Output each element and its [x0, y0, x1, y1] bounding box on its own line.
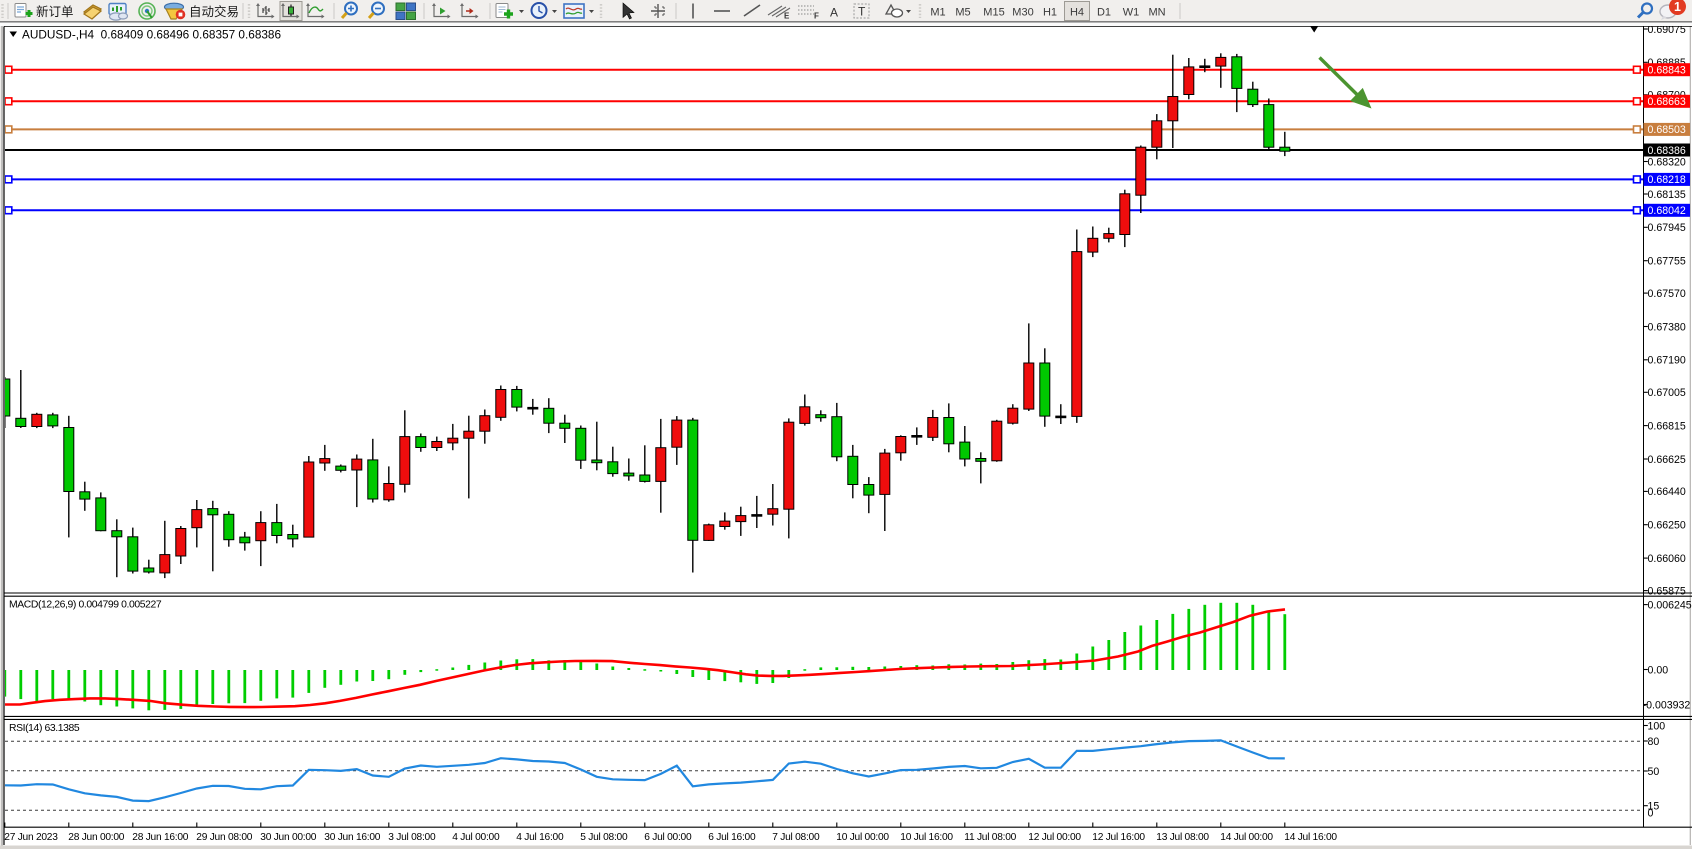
- svg-text:12 Jul 16:00: 12 Jul 16:00: [1092, 832, 1145, 843]
- svg-text:0.66815: 0.66815: [1648, 420, 1686, 432]
- svg-text:5 Jul 08:00: 5 Jul 08:00: [580, 832, 628, 843]
- svg-text:14 Jul 16:00: 14 Jul 16:00: [1284, 832, 1337, 843]
- svg-text:1: 1: [1674, 0, 1681, 14]
- svg-text:10 Jul 16:00: 10 Jul 16:00: [900, 832, 953, 843]
- svg-text:6 Jul 16:00: 6 Jul 16:00: [708, 832, 756, 843]
- svg-text:0.68218: 0.68218: [1648, 174, 1686, 186]
- svg-text:13 Jul 08:00: 13 Jul 08:00: [1156, 832, 1209, 843]
- svg-text:0.00: 0.00: [1648, 664, 1669, 676]
- svg-text:15: 15: [1648, 801, 1660, 813]
- svg-text:10 Jul 00:00: 10 Jul 00:00: [836, 832, 889, 843]
- svg-text:MACD(12,26,9) 0.004799 0.00522: MACD(12,26,9) 0.004799 0.005227: [9, 600, 162, 611]
- svg-text:4 Jul 00:00: 4 Jul 00:00: [452, 832, 500, 843]
- svg-text:0.66250: 0.66250: [1648, 520, 1686, 532]
- svg-text:H1: H1: [1043, 7, 1057, 19]
- svg-text:0.006245: 0.006245: [1648, 599, 1692, 611]
- svg-text:0.67570: 0.67570: [1648, 288, 1686, 300]
- svg-text:MN: MN: [1148, 7, 1165, 19]
- svg-text:0.69075: 0.69075: [1648, 24, 1686, 36]
- svg-text:RSI(14) 63.1385: RSI(14) 63.1385: [9, 723, 80, 734]
- svg-text:7 Jul 08:00: 7 Jul 08:00: [772, 832, 820, 843]
- svg-text:M1: M1: [930, 7, 945, 19]
- svg-text:12 Jul 00:00: 12 Jul 00:00: [1028, 832, 1081, 843]
- svg-text:AUDUSD-,H4 0.68409 0.68496 0.: AUDUSD-,H4 0.68409 0.68496 0.68357 0.683…: [22, 28, 281, 42]
- svg-text:30 Jun 16:00: 30 Jun 16:00: [324, 832, 380, 843]
- svg-text:0.66625: 0.66625: [1648, 454, 1686, 466]
- svg-text:4 Jul 16:00: 4 Jul 16:00: [516, 832, 564, 843]
- svg-text:0.68135: 0.68135: [1648, 189, 1686, 201]
- svg-text:0.68320: 0.68320: [1648, 156, 1686, 168]
- svg-text:0.68663: 0.68663: [1648, 96, 1686, 108]
- svg-text:0.65875: 0.65875: [1648, 585, 1686, 597]
- svg-text:0.68843: 0.68843: [1648, 65, 1686, 77]
- svg-text:F: F: [814, 12, 819, 21]
- svg-text:0.66060: 0.66060: [1648, 553, 1686, 565]
- svg-text:M5: M5: [955, 7, 970, 19]
- svg-text:50: 50: [1648, 766, 1660, 778]
- svg-text:3 Jul 08:00: 3 Jul 08:00: [388, 832, 436, 843]
- svg-text:14 Jul 00:00: 14 Jul 00:00: [1220, 832, 1273, 843]
- svg-text:0.67005: 0.67005: [1648, 387, 1686, 399]
- svg-text:11 Jul 08:00: 11 Jul 08:00: [964, 832, 1016, 843]
- svg-text:0.67190: 0.67190: [1648, 355, 1686, 367]
- svg-text:0.68503: 0.68503: [1648, 124, 1686, 136]
- svg-text:0.67755: 0.67755: [1648, 256, 1686, 268]
- svg-text:29 Jun 08:00: 29 Jun 08:00: [196, 832, 252, 843]
- svg-text:-0.003932: -0.003932: [1643, 699, 1691, 711]
- svg-text:27 Jun 2023: 27 Jun 2023: [4, 832, 58, 843]
- svg-text:6 Jul 00:00: 6 Jul 00:00: [644, 832, 692, 843]
- svg-text:0.68042: 0.68042: [1648, 205, 1686, 217]
- svg-text:M30: M30: [1012, 7, 1033, 19]
- svg-text:H4: H4: [1070, 7, 1084, 19]
- svg-text:30 Jun 00:00: 30 Jun 00:00: [260, 832, 316, 843]
- svg-text:28 Jun 00:00: 28 Jun 00:00: [68, 832, 124, 843]
- svg-text:100: 100: [1648, 720, 1666, 732]
- svg-text:E: E: [784, 12, 790, 21]
- svg-text:0.67380: 0.67380: [1648, 321, 1686, 333]
- svg-text:0.66440: 0.66440: [1648, 486, 1686, 498]
- svg-text:T: T: [858, 5, 866, 19]
- svg-text:0.68386: 0.68386: [1648, 145, 1686, 157]
- svg-text:W1: W1: [1123, 7, 1140, 19]
- svg-text:D1: D1: [1097, 7, 1111, 19]
- svg-text:0: 0: [1648, 808, 1654, 820]
- svg-text:A: A: [830, 6, 838, 20]
- svg-text:0.67945: 0.67945: [1648, 222, 1686, 234]
- svg-text:新订单: 新订单: [36, 4, 74, 19]
- svg-text:M15: M15: [983, 7, 1004, 19]
- svg-text:28 Jun 16:00: 28 Jun 16:00: [132, 832, 188, 843]
- svg-text:自动交易: 自动交易: [189, 4, 239, 19]
- svg-text:80: 80: [1648, 736, 1660, 748]
